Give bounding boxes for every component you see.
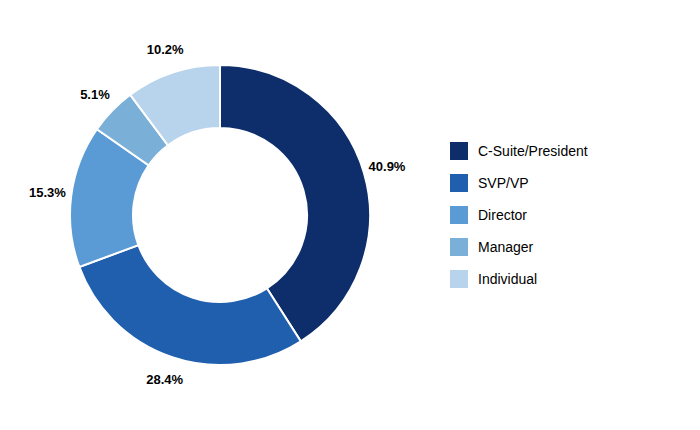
- legend-label: C-Suite/President: [478, 143, 588, 159]
- donut: [70, 65, 370, 365]
- legend-item: Manager: [450, 238, 534, 256]
- chart-svg: 40.9% 28.4% 15.3% 5.1% 10.2% C-Suite/Presiden…: [0, 0, 700, 430]
- slice: [130, 65, 220, 145]
- legend-item: Director: [450, 206, 527, 224]
- legend-item: C-Suite/President: [450, 142, 588, 160]
- legend-item: Individual: [450, 270, 537, 288]
- legend-swatch: [450, 142, 468, 160]
- legend-label: SVP/VP: [478, 175, 529, 191]
- legend-label: Manager: [478, 239, 534, 255]
- legend-swatch: [450, 206, 468, 224]
- legend-label: Director: [478, 207, 527, 223]
- data-labels: 40.9% 28.4% 15.3% 5.1% 10.2%: [29, 42, 406, 387]
- data-label: 15.3%: [29, 185, 66, 200]
- data-label: 40.9%: [369, 159, 406, 174]
- data-label: 10.2%: [147, 42, 184, 57]
- legend-label: Individual: [478, 271, 537, 287]
- legend-item: SVP/VP: [450, 174, 529, 192]
- slice: [79, 245, 301, 365]
- chart-container: 40.9% 28.4% 15.3% 5.1% 10.2% C-Suite/Presiden…: [0, 0, 700, 430]
- legend-swatch: [450, 174, 468, 192]
- data-label: 28.4%: [146, 372, 183, 387]
- data-label: 5.1%: [80, 87, 110, 102]
- legend-swatch: [450, 238, 468, 256]
- legend: C-Suite/President SVP/VP Director Manager In…: [450, 142, 588, 288]
- legend-swatch: [450, 270, 468, 288]
